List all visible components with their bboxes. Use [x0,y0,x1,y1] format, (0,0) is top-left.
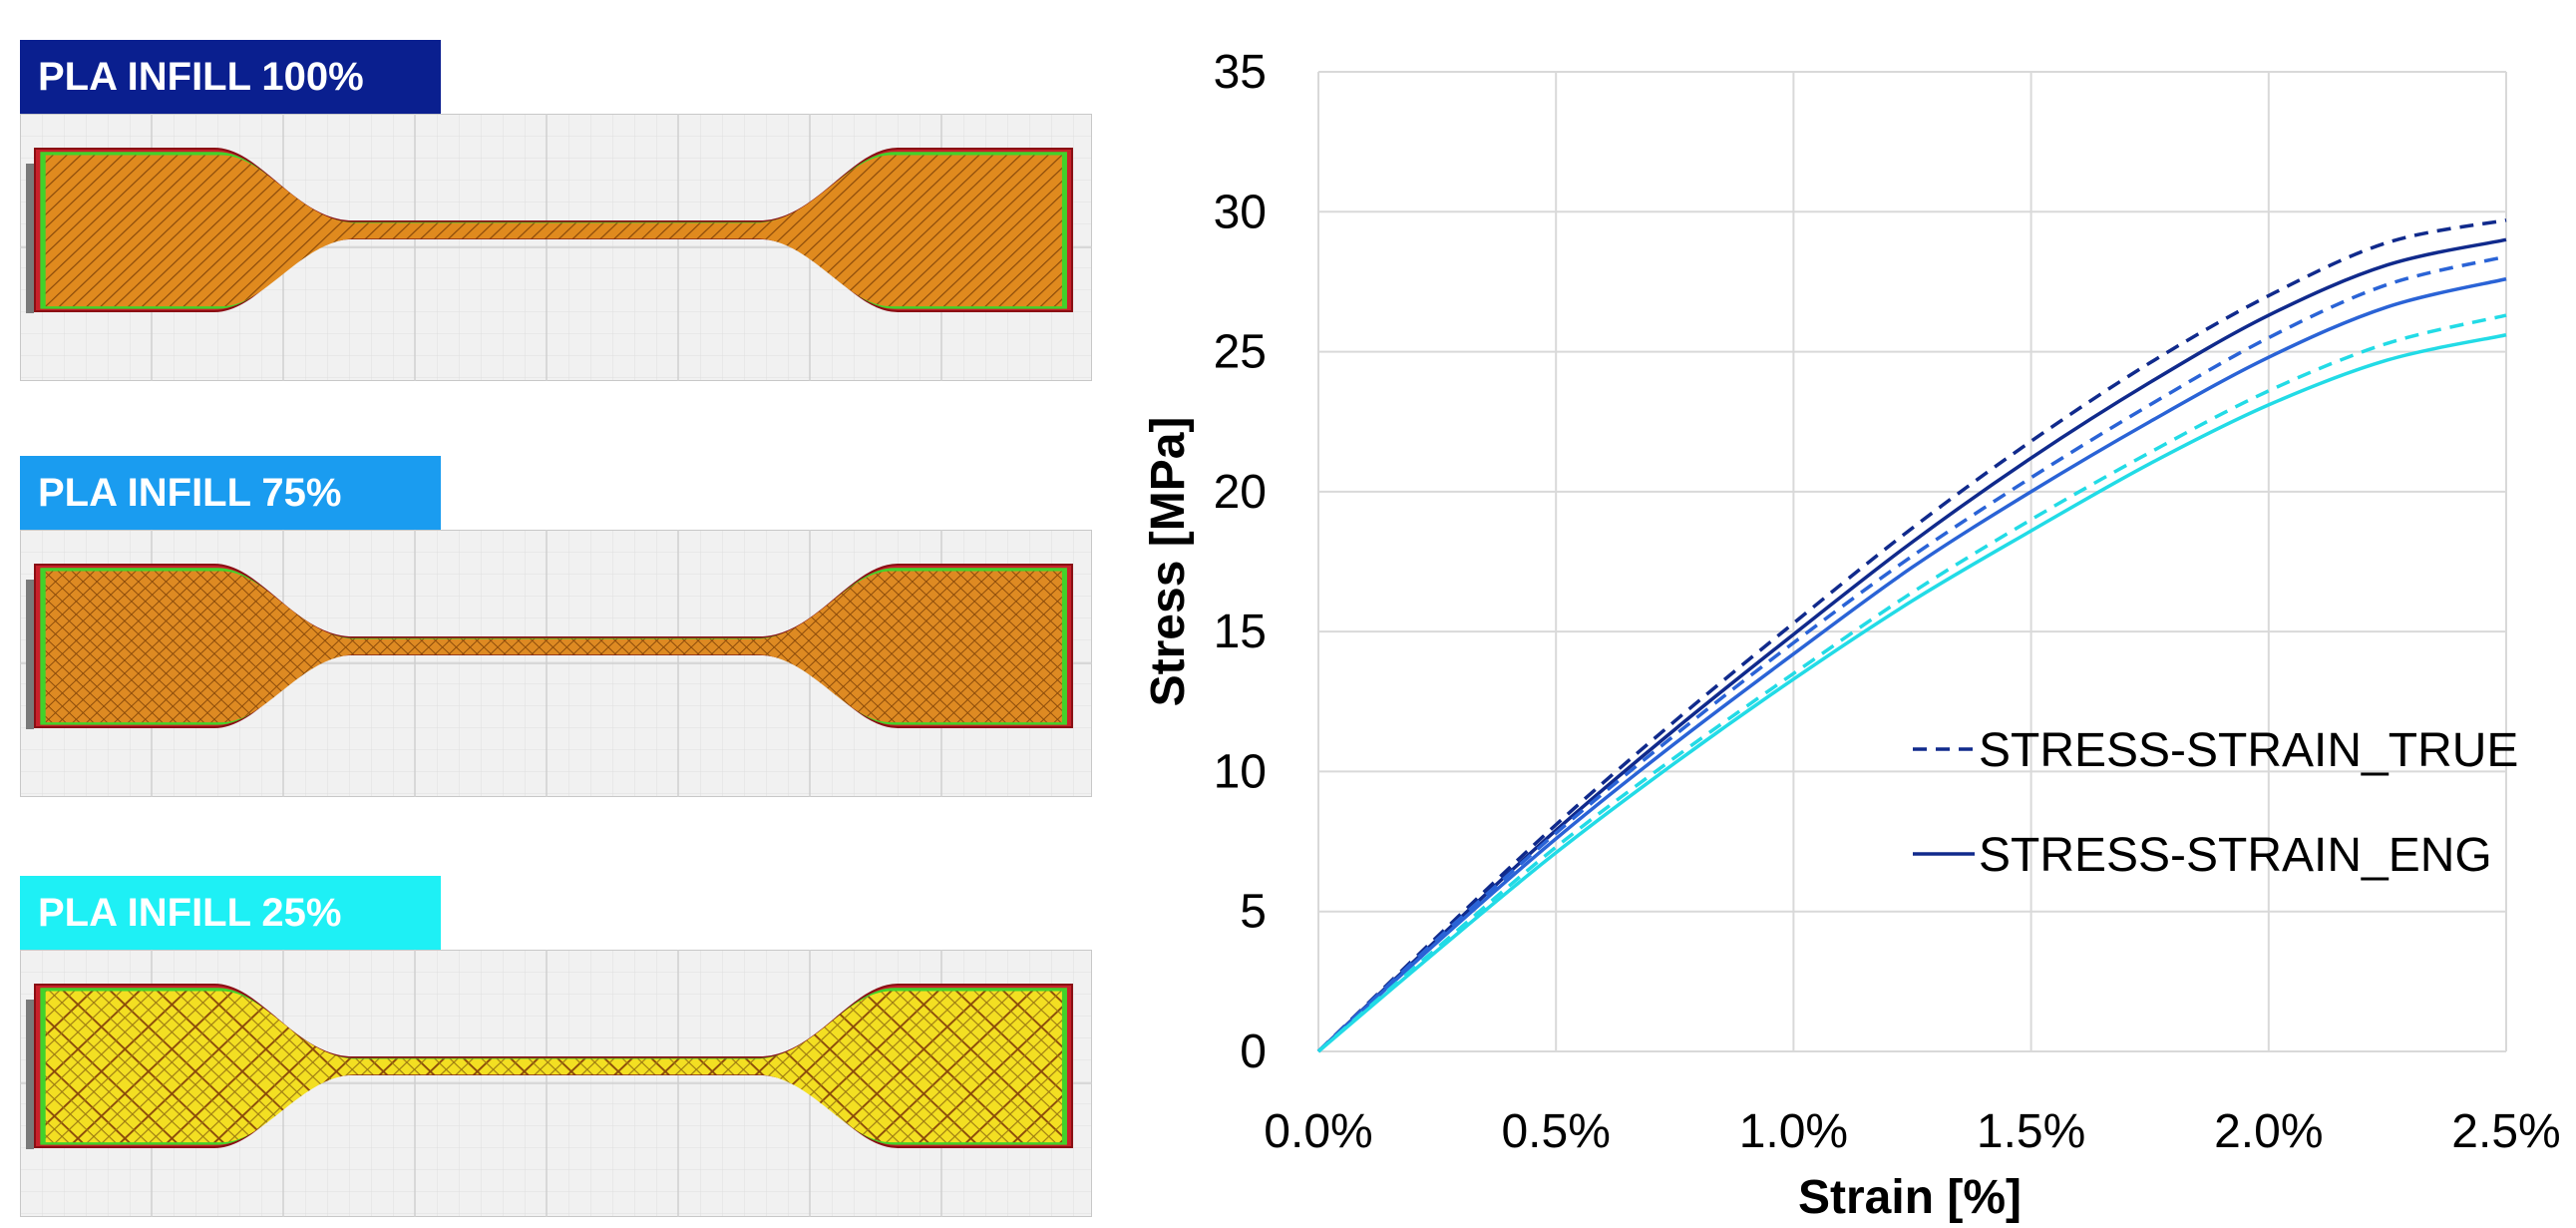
y-tick-label: 15 [1214,606,1267,658]
y-tick-label: 35 [1214,46,1267,99]
specimen-label-100: PLA INFILL 100% [20,40,441,114]
series-line-2 [1316,254,2507,1053]
x-tick-label: 0.5% [1501,1105,1610,1158]
y-tick-labels: 0 5 10 15 20 25 30 35 [1214,46,1267,1078]
chart-legend: STRESS-STRAIN_TRUE STRESS-STRAIN_ENG [1913,724,2518,882]
y-axis-label: Stress [MPa] [1142,417,1195,707]
x-tick-label: 2.5% [2451,1105,2560,1158]
x-axis-label: Strain [%] [1798,1171,2022,1224]
series-line-4 [1316,313,2507,1053]
x-tick-label: 1.5% [1977,1105,2085,1158]
legend-label: STRESS-STRAIN_TRUE [1979,724,2518,777]
series-line-5 [1316,333,2507,1053]
legend-label: STRESS-STRAIN_ENG [1979,829,2492,882]
specimen-plate-100 [20,114,1092,381]
specimen-panel-75: PLA INFILL 75% [20,456,1092,800]
y-tick-label: 5 [1240,886,1267,939]
x-tick-label: 1.0% [1739,1105,1848,1158]
y-tick-label: 30 [1214,186,1267,238]
specimen-label-75: PLA INFILL 75% [20,456,441,530]
specimen-plate-75 [20,530,1092,797]
chart-series [1316,217,2507,1053]
series-line-0 [1316,217,2507,1053]
specimen-panel-100: PLA INFILL 100% [20,40,1092,384]
x-tick-label: 0.0% [1264,1105,1372,1158]
y-tick-label: 0 [1240,1025,1267,1078]
specimen-panel-25: PLA INFILL 25% [20,876,1092,1220]
x-tick-labels: 0.0% 0.5% 1.0% 1.5% 2.0% 2.5% [1264,1105,2560,1158]
series-line-3 [1316,276,2507,1053]
x-tick-label: 2.0% [2214,1105,2323,1158]
y-tick-label: 20 [1214,466,1267,519]
specimen-label-25: PLA INFILL 25% [20,876,441,950]
specimen-plate-25 [20,950,1092,1217]
y-tick-label: 25 [1214,326,1267,379]
y-tick-label: 10 [1214,745,1267,798]
chart-grid [1317,71,2507,1052]
series-line-1 [1316,237,2507,1053]
